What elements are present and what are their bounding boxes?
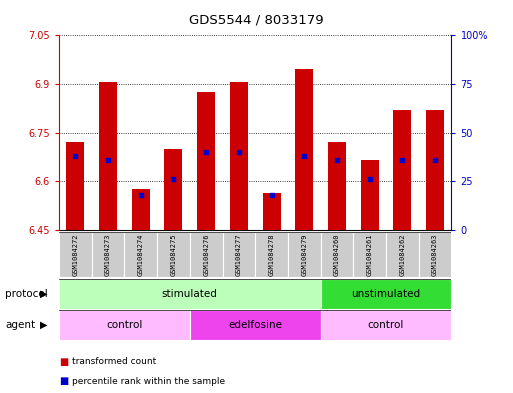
Text: GSM1084262: GSM1084262 bbox=[400, 233, 405, 276]
Text: percentile rank within the sample: percentile rank within the sample bbox=[72, 377, 225, 386]
Bar bbox=[190, 232, 223, 277]
Bar bbox=[59, 310, 190, 340]
Bar bbox=[59, 232, 92, 277]
Point bbox=[333, 157, 341, 163]
Bar bbox=[321, 232, 353, 277]
Bar bbox=[190, 310, 321, 340]
Text: GSM1084275: GSM1084275 bbox=[170, 233, 176, 276]
Text: GSM1084276: GSM1084276 bbox=[203, 233, 209, 276]
Bar bbox=[230, 83, 248, 230]
Bar bbox=[124, 232, 157, 277]
Text: agent: agent bbox=[5, 320, 35, 330]
Point bbox=[398, 157, 406, 163]
Bar bbox=[321, 279, 451, 309]
Text: GSM1084273: GSM1084273 bbox=[105, 233, 111, 276]
Text: stimulated: stimulated bbox=[162, 289, 218, 299]
Bar bbox=[197, 92, 215, 230]
Text: edelfosine: edelfosine bbox=[228, 320, 282, 330]
Text: ▶: ▶ bbox=[40, 320, 47, 330]
Bar bbox=[92, 232, 125, 277]
Bar bbox=[255, 232, 288, 277]
Point bbox=[267, 192, 275, 198]
Point bbox=[136, 192, 145, 198]
Bar bbox=[132, 189, 150, 230]
Point bbox=[366, 176, 374, 182]
Text: GSM1084278: GSM1084278 bbox=[269, 233, 274, 276]
Text: ■: ■ bbox=[59, 376, 68, 386]
Text: ■: ■ bbox=[59, 356, 68, 367]
Bar bbox=[263, 193, 281, 230]
Text: transformed count: transformed count bbox=[72, 357, 156, 366]
Text: GSM1084277: GSM1084277 bbox=[236, 233, 242, 276]
Bar bbox=[165, 149, 183, 230]
Bar bbox=[328, 142, 346, 230]
Text: GSM1084260: GSM1084260 bbox=[334, 233, 340, 276]
Text: GDS5544 / 8033179: GDS5544 / 8033179 bbox=[189, 14, 324, 27]
Text: GSM1084263: GSM1084263 bbox=[432, 233, 438, 276]
Text: unstimulated: unstimulated bbox=[351, 289, 421, 299]
Point bbox=[71, 153, 80, 159]
Bar bbox=[223, 232, 255, 277]
Bar bbox=[361, 160, 379, 230]
Bar bbox=[321, 310, 451, 340]
Point bbox=[431, 157, 439, 163]
Text: control: control bbox=[368, 320, 404, 330]
Text: protocol: protocol bbox=[5, 289, 48, 299]
Text: ▶: ▶ bbox=[40, 289, 47, 299]
Point bbox=[104, 157, 112, 163]
Text: control: control bbox=[106, 320, 143, 330]
Bar bbox=[295, 70, 313, 230]
Point bbox=[235, 149, 243, 155]
Bar bbox=[66, 142, 84, 230]
Bar bbox=[288, 232, 321, 277]
Text: GSM1084279: GSM1084279 bbox=[301, 233, 307, 276]
Bar bbox=[353, 232, 386, 277]
Bar bbox=[99, 83, 117, 230]
Bar bbox=[393, 110, 411, 230]
Point bbox=[300, 153, 308, 159]
Bar bbox=[419, 232, 451, 277]
Point bbox=[202, 149, 210, 155]
Bar bbox=[386, 232, 419, 277]
Bar bbox=[426, 110, 444, 230]
Text: GSM1084274: GSM1084274 bbox=[138, 233, 144, 276]
Text: GSM1084261: GSM1084261 bbox=[367, 233, 372, 276]
Text: GSM1084272: GSM1084272 bbox=[72, 233, 78, 276]
Point bbox=[169, 176, 177, 182]
Bar bbox=[59, 279, 321, 309]
Bar bbox=[157, 232, 190, 277]
